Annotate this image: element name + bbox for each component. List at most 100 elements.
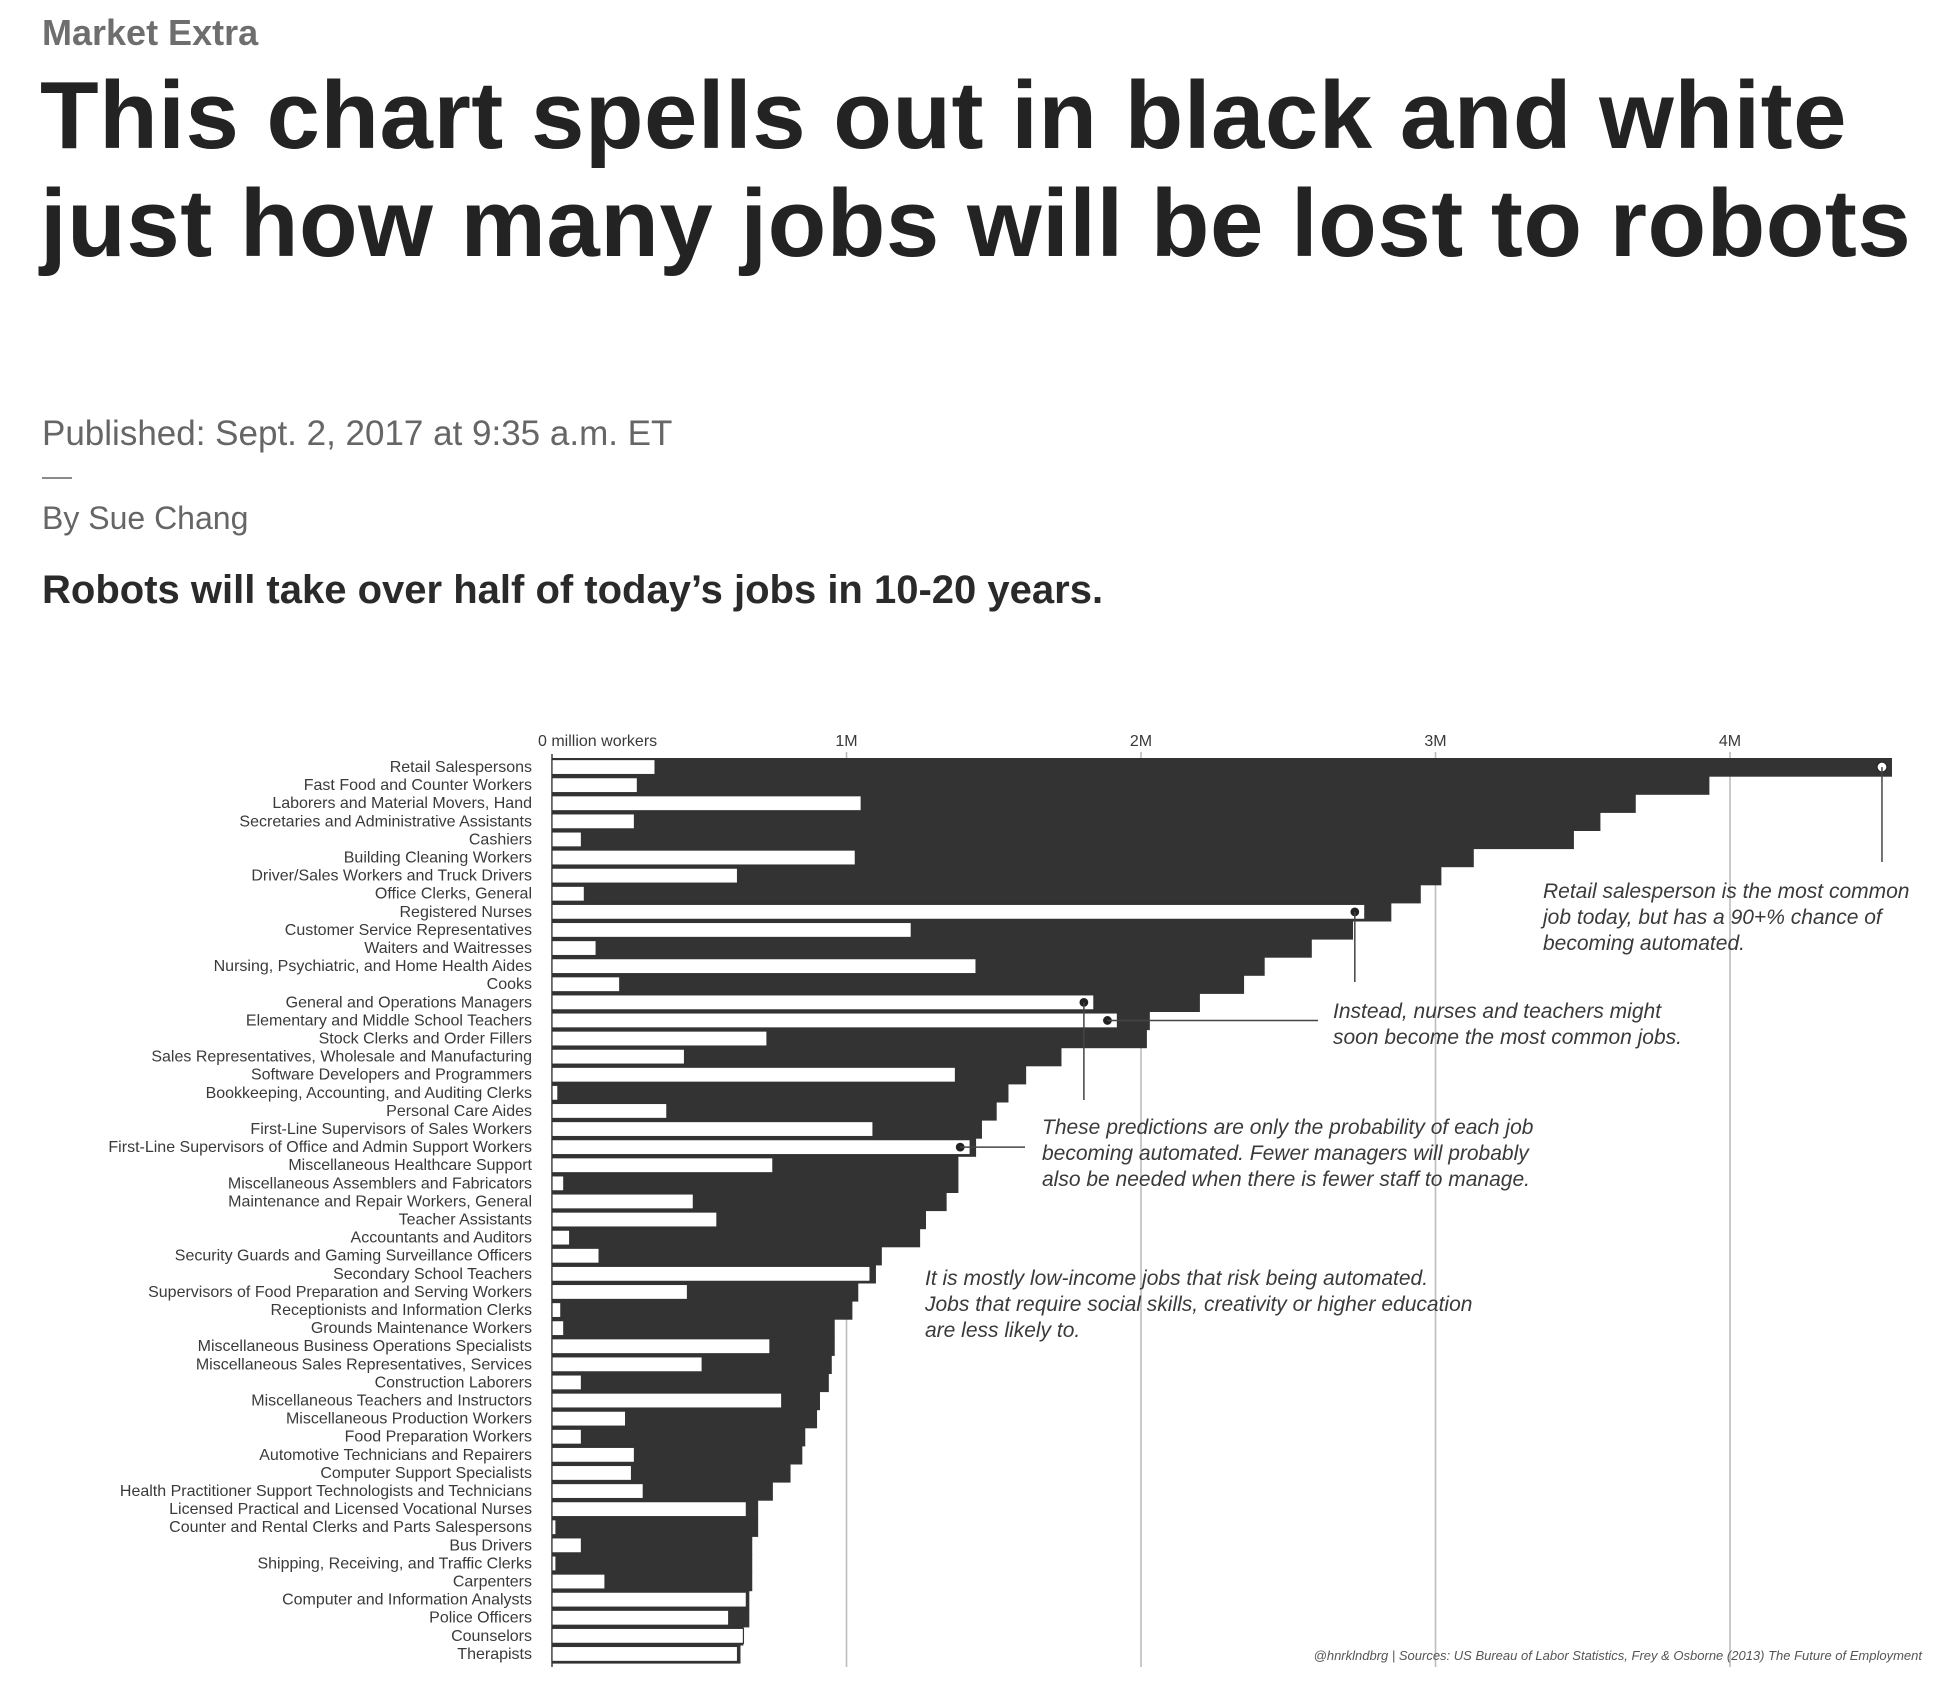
category-label: Customer Service Representatives — [285, 922, 532, 939]
safe-bar — [551, 1193, 694, 1210]
category-label: Maintenance and Repair Workers, General — [228, 1193, 532, 1210]
at-risk-bar — [552, 1427, 806, 1447]
safe-bar — [551, 1609, 730, 1626]
section-kicker[interactable]: Market Extra — [42, 12, 259, 53]
category-label: Sales Representatives, Wholesale and Man… — [151, 1049, 532, 1066]
safe-bar — [551, 867, 739, 884]
x-tick-label: 0 million workers — [538, 733, 657, 750]
safe-bar — [551, 1301, 562, 1319]
safe-bar — [551, 1012, 1119, 1029]
category-label: Automotive Technicians and Repairers — [259, 1447, 532, 1464]
at-risk-bar — [552, 1301, 853, 1320]
safe-bar — [551, 1139, 971, 1156]
annotation-line: soon become the most common jobs. — [1333, 1026, 1682, 1049]
category-label: Stock Clerks and Order Fillers — [319, 1031, 532, 1048]
bars — [551, 758, 1892, 1664]
safe-bar — [551, 1265, 871, 1282]
at-risk-bar — [552, 866, 1442, 886]
category-label: Miscellaneous Teachers and Instructors — [251, 1393, 532, 1410]
safe-bar — [551, 1102, 668, 1120]
category-label: Miscellaneous Healthcare Support — [288, 1157, 532, 1174]
annotation-line: These predictions are only the probabili… — [1042, 1116, 1534, 1139]
safe-bar — [551, 1120, 874, 1138]
author-byline[interactable]: By Sue Chang — [42, 500, 249, 536]
safe-bar — [551, 758, 656, 776]
at-risk-bar — [552, 1536, 753, 1555]
category-label: Carpenters — [453, 1574, 532, 1591]
safe-bar — [551, 1555, 557, 1572]
category-label: Computer Support Specialists — [320, 1465, 532, 1482]
safe-bar — [551, 1283, 689, 1301]
safe-bar — [551, 1446, 636, 1463]
safe-bar — [551, 1519, 557, 1536]
category-label: Elementary and Middle School Teachers — [246, 1012, 532, 1029]
safe-bar — [551, 1537, 583, 1554]
at-risk-bar — [552, 1319, 835, 1338]
category-label: Personal Care Aides — [386, 1103, 532, 1120]
annotation-line: job today, but has a 90+% chance of — [1540, 906, 1884, 929]
annotation-line: also be needed when there is fewer staff… — [1042, 1168, 1530, 1191]
safe-bar — [551, 1482, 644, 1500]
source-credit: @hnrklndbrg | Sources: US Bureau of Labo… — [1314, 1648, 1924, 1663]
safe-bar — [551, 1211, 718, 1228]
annotations: Retail salesperson is the most common job… — [924, 761, 1910, 1342]
x-tick-label: 2M — [1130, 733, 1152, 750]
safe-bar — [551, 939, 597, 957]
safe-bar — [551, 903, 1366, 920]
annotation-line: are less likely to. — [925, 1319, 1080, 1342]
annotation-line: becoming automated. — [1543, 932, 1745, 955]
annotation-text: These predictions are only the probabili… — [1042, 1116, 1534, 1191]
x-axis-ticks: 0 million workers 1M 2M 3M 4M — [538, 733, 1741, 750]
annotation-text: Retail salesperson is the most common job… — [1540, 880, 1910, 955]
category-label: Therapists — [457, 1646, 532, 1663]
annotation-line: Jobs that require social skills, creativ… — [924, 1293, 1472, 1316]
category-label: Security Guards and Gaming Surveillance … — [175, 1248, 532, 1265]
page-title: This chart spells out in black and white… — [40, 62, 1912, 277]
category-label: Building Cleaning Workers — [344, 850, 532, 867]
category-label: Office Clerks, General — [375, 886, 532, 903]
category-label: Receptionists and Information Clerks — [271, 1302, 532, 1319]
safe-bar — [551, 1573, 606, 1590]
safe-bar — [551, 1175, 565, 1192]
category-label: Miscellaneous Assemblers and Fabricators — [228, 1175, 532, 1192]
at-risk-bar — [552, 939, 1312, 958]
category-label: Miscellaneous Sales Representatives, Ser… — [196, 1356, 532, 1373]
category-label: Secondary School Teachers — [333, 1266, 532, 1283]
category-label: Nursing, Psychiatric, and Home Health Ai… — [214, 958, 532, 975]
category-label: Miscellaneous Production Workers — [286, 1411, 532, 1428]
category-label: Accountants and Auditors — [351, 1230, 532, 1247]
safe-bar — [551, 849, 856, 866]
safe-bar — [551, 1374, 583, 1391]
at-risk-bar — [552, 1228, 921, 1248]
safe-bar — [551, 958, 977, 975]
category-label: Food Preparation Workers — [345, 1429, 532, 1446]
safe-bar — [551, 831, 583, 848]
safe-bar — [551, 1645, 739, 1663]
safe-bar — [551, 795, 862, 812]
safe-bar — [551, 1356, 703, 1373]
at-risk-bar — [552, 1174, 959, 1193]
category-label: Miscellaneous Business Operations Specia… — [198, 1338, 532, 1355]
safe-bar — [551, 813, 636, 830]
at-risk-bar — [552, 830, 1574, 850]
safe-bar — [551, 1501, 747, 1518]
category-label: Grounds Maintenance Workers — [311, 1320, 532, 1337]
at-risk-bar — [552, 1554, 753, 1574]
safe-bar — [551, 1320, 565, 1337]
annotation-line: becoming automated. Fewer managers will … — [1042, 1142, 1530, 1165]
annotation-text: It is mostly low-income jobs that risk b… — [924, 1267, 1472, 1342]
annotation-line: Retail salesperson is the most common — [1543, 880, 1910, 903]
at-risk-bar — [552, 1518, 759, 1537]
x-tick-label: 4M — [1719, 733, 1741, 750]
at-risk-bar — [552, 1083, 1009, 1103]
at-risk-bar — [552, 1373, 829, 1393]
safe-bar — [551, 1410, 627, 1427]
category-label: Bookkeeping, Accounting, and Auditing Cl… — [206, 1085, 532, 1102]
published-date: Published: Sept. 2, 2017 at 9:35 a.m. ET — [42, 414, 673, 453]
category-label: Construction Laborers — [375, 1374, 532, 1391]
category-label: Police Officers — [429, 1610, 532, 1627]
category-label: Counselors — [451, 1628, 532, 1645]
jobs-automation-chart: 0 million workers 1M 2M 3M 4M Retail Salespe… — [108, 733, 1924, 1667]
safe-bar — [551, 777, 639, 794]
